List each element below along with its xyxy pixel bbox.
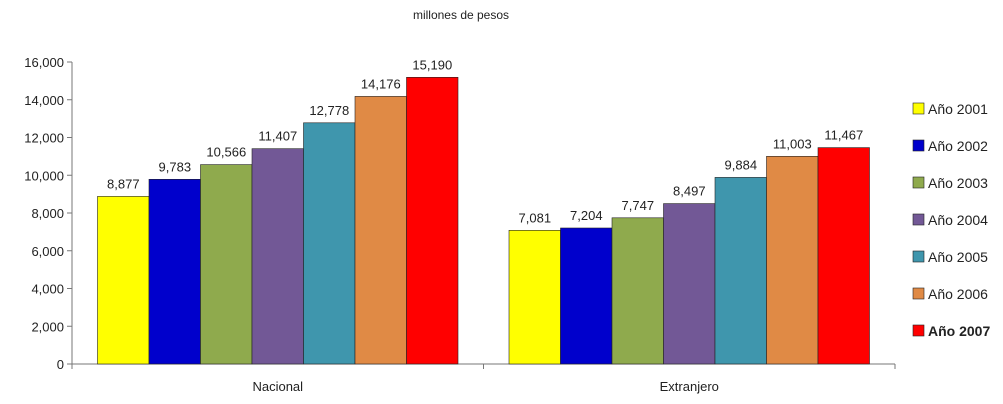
legend-label: Año 2006	[928, 286, 988, 302]
bar-1-3	[663, 203, 716, 365]
data-label: 15,190	[412, 57, 452, 72]
bar-1-6	[817, 147, 870, 365]
data-label: 8,497	[673, 184, 706, 199]
legend-swatch	[912, 139, 925, 152]
y-tick-label: 10,000	[24, 168, 64, 183]
data-label: 9,884	[725, 157, 758, 172]
y-tick-label: 4,000	[31, 282, 64, 297]
bar-0-6	[406, 77, 459, 365]
data-label: 12,778	[309, 103, 349, 118]
legend-swatch	[912, 176, 925, 189]
legend-label: Año 2005	[928, 249, 988, 265]
legend-swatch	[912, 102, 925, 115]
data-label: 14,176	[361, 76, 401, 91]
bar-0-1	[148, 179, 201, 365]
data-label: 7,204	[570, 208, 603, 223]
bar-0-0	[97, 196, 150, 365]
axes: 0 2,000 4,000 6,000 8,000 10,000 12,000 14,000 1…	[24, 55, 896, 394]
legend: Año 2001 Año 2002 Año 2003 Año 2004 Año 2005…	[912, 101, 990, 339]
bar-1-2	[611, 217, 664, 365]
bar-1-4	[714, 177, 767, 365]
y-tick-label: 0	[57, 357, 64, 372]
bar-1-5	[766, 156, 819, 365]
y-tick-label: 14,000	[24, 93, 64, 108]
bar-0-4	[303, 122, 356, 365]
x-category-label: Extranjero	[660, 379, 719, 394]
data-labels-group: 8,877 7,081 9,783 7,204 10,566 7,747 11,407 8,4…	[107, 57, 863, 225]
data-label: 9,783	[159, 159, 192, 174]
x-category-label: Nacional	[252, 379, 303, 394]
data-label: 8,877	[107, 176, 140, 191]
data-label: 11,407	[258, 129, 297, 144]
y-tick-label: 12,000	[24, 131, 64, 146]
bar-0-5	[354, 96, 407, 365]
data-label: 11,003	[773, 136, 812, 151]
legend-swatch	[912, 287, 925, 300]
bar-1-1	[560, 227, 613, 365]
legend-swatch	[912, 250, 925, 263]
data-label: 10,566	[206, 145, 246, 160]
y-tick-label: 6,000	[31, 244, 64, 259]
legend-swatch	[912, 213, 925, 226]
legend-label: Año 2003	[928, 175, 988, 191]
data-label: 11,467	[824, 128, 863, 143]
legend-label: Año 2001	[928, 101, 988, 117]
y-tick-label: 16,000	[24, 55, 64, 70]
data-label: 7,081	[519, 210, 552, 225]
bar-1-0	[508, 230, 561, 365]
bar-0-2	[200, 164, 253, 365]
legend-label: Año 2004	[928, 212, 988, 228]
chart-subtitle: millones de pesos	[413, 8, 509, 22]
data-label: 7,747	[622, 198, 655, 213]
legend-label: Año 2002	[928, 138, 988, 154]
legend-swatch	[912, 324, 925, 337]
y-tick-label: 2,000	[31, 319, 64, 334]
legend-label: Año 2007	[928, 323, 990, 339]
bars-group	[97, 77, 870, 365]
bar-0-3	[251, 148, 304, 365]
y-tick-label: 8,000	[31, 206, 64, 221]
